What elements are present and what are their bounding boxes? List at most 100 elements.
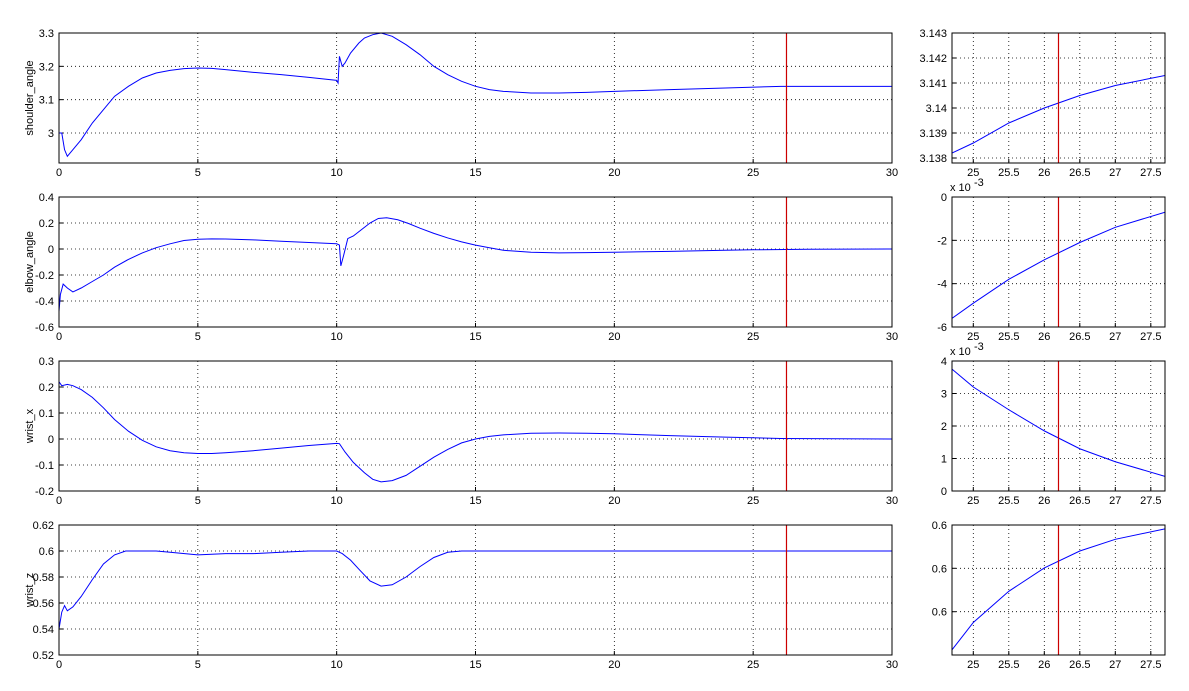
y-exponent-label: -3: [974, 177, 984, 189]
x-tick-label: 0: [56, 495, 62, 507]
x-tick-label: 0: [56, 659, 62, 671]
y-axis-label: shoulder_angle: [24, 60, 36, 135]
x-tick-label: 15: [469, 331, 481, 343]
series-line: [59, 33, 892, 158]
x-tick-label: 27: [1109, 495, 1121, 507]
y-axis-label: elbow_angle: [24, 231, 36, 293]
y-tick-label: 0.6: [932, 520, 947, 532]
x-tick-label: 27.5: [1140, 167, 1161, 179]
panel-5: 0 5 10 15 20 25 30 -0.2 -0.1 0 0.1 0.2 0.3 wrist_x: [24, 356, 898, 507]
x-tick-label: 10: [331, 659, 343, 671]
series-line: [952, 528, 1165, 651]
y-multiplier-label: x 10: [950, 182, 971, 194]
y-tick-label: -0.6: [35, 322, 54, 334]
x-tick-label: 25: [747, 167, 759, 179]
plot-border: [58, 360, 893, 492]
x-tick-label: 5: [195, 659, 201, 671]
panel-1: 0 5 10 15 20 25 30 3 3.1 3.2 3.3 shoulder_angle: [24, 28, 898, 179]
y-tick-label: -0.2: [35, 486, 54, 498]
x-tick-label: 25: [967, 331, 979, 343]
y-axis-label: wrist_x: [24, 408, 36, 444]
y-tick-label: 3.141: [919, 78, 947, 90]
x-tick-label: 10: [331, 495, 343, 507]
series-line: [59, 381, 892, 483]
panel-3: 0 5 10 15 20 25 30 -0.6 -0.4 -0.2 0 0.2 0.4 elbow_ang…: [24, 192, 898, 343]
y-exponent-label: -3: [974, 341, 984, 353]
plot-border: [951, 360, 1166, 492]
y-tick-label: 0: [48, 434, 54, 446]
y-tick-label: 3.2: [39, 61, 54, 73]
y-tick-label: 0.56: [33, 598, 54, 610]
x-tick-label: 27.5: [1140, 659, 1161, 671]
series-line: [952, 368, 1165, 477]
y-tick-label: -6: [937, 322, 947, 334]
y-tick-label: 0.58: [33, 572, 54, 584]
plot-border: [58, 524, 893, 656]
y-tick-label: 0.4: [39, 192, 54, 204]
x-tick-label: 27: [1109, 331, 1121, 343]
x-tick-label: 15: [469, 167, 481, 179]
panel-2: 25 25.5 26 26.5 27 27.5 3.138 3.139 3.14 3.141 3.1…: [919, 28, 1166, 179]
plot-border: [951, 524, 1166, 656]
x-tick-label: 26.5: [1069, 659, 1090, 671]
y-tick-label: 1: [941, 454, 947, 466]
y-tick-label: 3.14: [926, 103, 947, 115]
y-tick-label: 0.6: [932, 607, 947, 619]
series-line: [952, 211, 1165, 319]
y-tick-label: 3.138: [919, 153, 947, 165]
y-tick-label: 0.6: [39, 546, 54, 558]
panel-8: 25 25.5 26 26.5 27 27.5 0.6 0.6 0.6: [932, 520, 1166, 671]
panel-7: 0 5 10 15 20 25 30 0.52 0.54 0.56 0.58 0.6 0.62 wrist…: [24, 520, 898, 671]
x-tick-label: 30: [886, 495, 898, 507]
y-tick-label: -2: [937, 235, 947, 247]
y-tick-label: 0.2: [39, 218, 54, 230]
x-tick-label: 26: [1038, 659, 1050, 671]
x-tick-label: 5: [195, 495, 201, 507]
x-tick-label: 25: [967, 495, 979, 507]
y-tick-label: 3: [941, 389, 947, 401]
x-tick-label: 25.5: [998, 167, 1019, 179]
y-tick-label: 0: [941, 486, 947, 498]
x-tick-label: 27: [1109, 659, 1121, 671]
x-tick-label: 0: [56, 331, 62, 343]
x-tick-label: 26.5: [1069, 331, 1090, 343]
y-tick-label: 2: [941, 421, 947, 433]
x-tick-label: 25.5: [998, 331, 1019, 343]
x-tick-label: 30: [886, 331, 898, 343]
plot-border: [58, 196, 893, 328]
x-tick-label: 20: [608, 167, 620, 179]
y-tick-label: 0: [941, 192, 947, 204]
plot-border: [58, 32, 893, 164]
x-tick-label: 20: [608, 659, 620, 671]
y-tick-label: -0.1: [35, 460, 54, 472]
y-tick-label: -0.2: [35, 270, 54, 282]
x-tick-label: 27.5: [1140, 495, 1161, 507]
y-tick-label: 0.62: [33, 520, 54, 532]
y-tick-label: 0.3: [39, 356, 54, 368]
x-tick-label: 26.5: [1069, 495, 1090, 507]
y-tick-label: 3.139: [919, 128, 947, 140]
y-multiplier-label: x 10: [950, 346, 971, 358]
series-line: [952, 75, 1165, 154]
y-tick-label: 3.143: [919, 28, 947, 40]
series-line: [59, 217, 892, 312]
y-tick-label: 4: [941, 356, 947, 368]
x-tick-label: 26.5: [1069, 167, 1090, 179]
x-tick-label: 20: [608, 495, 620, 507]
y-axis-label: wrist_z: [24, 573, 36, 608]
panel-6: 25 25.5 26 26.5 27 27.5 0 1 2 3 4x 10 -3: [941, 341, 1166, 507]
x-tick-label: 15: [469, 495, 481, 507]
x-tick-label: 5: [195, 167, 201, 179]
y-tick-label: -0.4: [35, 296, 54, 308]
y-tick-label: 0.1: [39, 408, 54, 420]
y-tick-label: -4: [937, 279, 947, 291]
y-tick-label: 0.6: [932, 563, 947, 575]
y-tick-label: 3.3: [39, 28, 54, 40]
x-tick-label: 10: [331, 167, 343, 179]
x-tick-label: 26: [1038, 495, 1050, 507]
x-tick-label: 10: [331, 331, 343, 343]
x-tick-label: 20: [608, 331, 620, 343]
x-tick-label: 27: [1109, 167, 1121, 179]
y-tick-label: 3.142: [919, 53, 947, 65]
